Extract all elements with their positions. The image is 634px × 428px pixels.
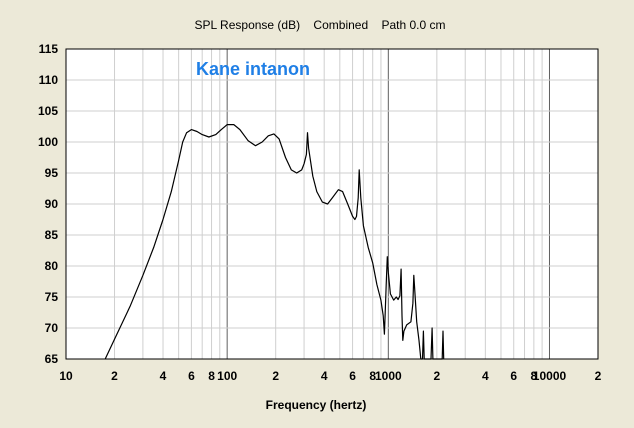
chart-title: SPL Response (dB) Combined Path 0.0 cm xyxy=(194,18,445,32)
x-tick-label: 8 xyxy=(369,369,376,383)
x-tick-label: 1000 xyxy=(375,369,402,383)
x-tick-label: 6 xyxy=(349,369,356,383)
x-tick-label: 4 xyxy=(482,369,489,383)
y-tick-label: 115 xyxy=(39,42,59,56)
plot-frame xyxy=(65,48,599,360)
y-tick-label: 110 xyxy=(39,73,59,87)
y-tick-label: 65 xyxy=(45,352,59,366)
response-curve-layer xyxy=(104,124,445,360)
x-tick-label: 8 xyxy=(208,369,215,383)
y-tick-label: 80 xyxy=(45,259,59,273)
y-tick-label: 75 xyxy=(45,290,59,304)
x-tick-label: 10 xyxy=(59,369,73,383)
y-axis-ticks: 115 110 105 100 95 90 85 80 75 70 65 xyxy=(38,42,58,366)
x-tick-label: 2 xyxy=(433,369,440,383)
x-tick-label: 4 xyxy=(321,369,328,383)
x-tick-label: 4 xyxy=(160,369,167,383)
chart-annotation: Kane intanon xyxy=(196,59,310,79)
y-tick-label: 95 xyxy=(45,166,59,180)
x-tick-label: 8 xyxy=(531,369,538,383)
x-tick-label: 2 xyxy=(272,369,279,383)
x-tick-label: 2 xyxy=(111,369,118,383)
y-tick-label: 100 xyxy=(38,135,58,149)
y-tick-label: 85 xyxy=(45,228,59,242)
y-tick-label: 70 xyxy=(45,321,59,335)
spl-response-line xyxy=(104,124,445,360)
grid xyxy=(66,49,598,359)
x-tick-label: 6 xyxy=(510,369,517,383)
y-tick-label: 90 xyxy=(45,197,59,211)
x-tick-label: 10000 xyxy=(533,369,567,383)
x-tick-label: 100 xyxy=(217,369,237,383)
x-axis-label: Frequency (hertz) xyxy=(266,398,367,412)
y-tick-label: 105 xyxy=(38,104,58,118)
x-tick-label: 2 xyxy=(595,369,602,383)
x-tick-label: 6 xyxy=(188,369,195,383)
